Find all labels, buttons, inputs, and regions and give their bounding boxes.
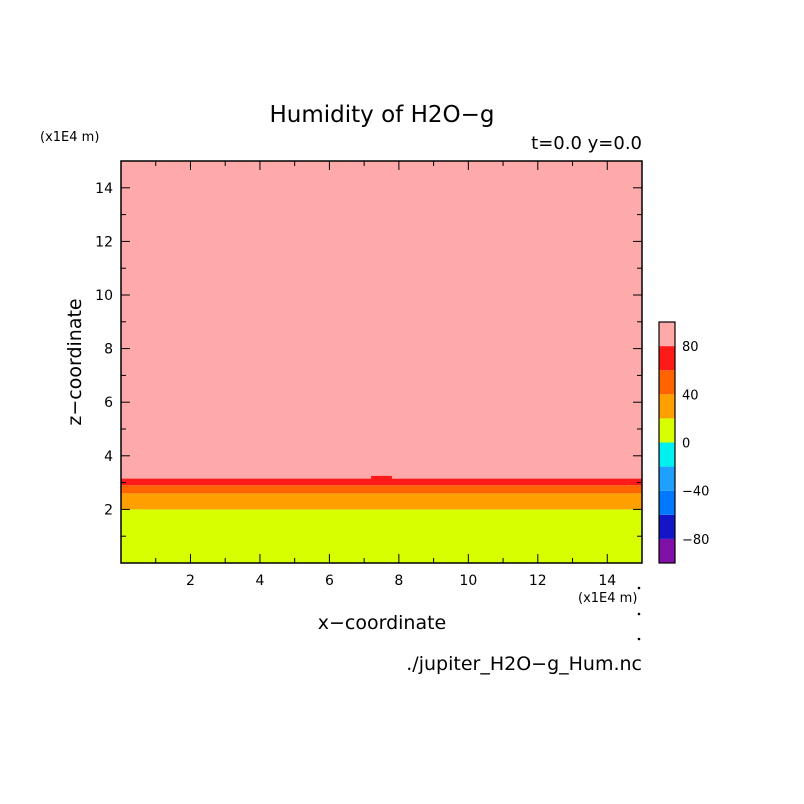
colorbar-frame — [658, 321, 676, 564]
colorbar-swatch-2 — [659, 490, 675, 515]
colorbar-tick-label: 80 — [682, 340, 699, 355]
colorbar-tick-label: −40 — [682, 485, 709, 500]
x-tick-label: 8 — [394, 573, 403, 589]
x-unit-label: (x1E4 m) — [578, 591, 637, 606]
marker-dot — [637, 637, 641, 641]
marker-dot — [637, 586, 641, 590]
plot-area — [120, 160, 643, 564]
y-tick-label: 6 — [104, 395, 113, 411]
colorbar-swatch-9 — [659, 322, 675, 347]
source-file-label: ./jupiter_H2O−g_Hum.nc — [406, 653, 642, 675]
colorbar-swatch-3 — [659, 466, 675, 491]
colorbar-swatch-6 — [659, 394, 675, 419]
x-tick-label: 2 — [186, 573, 195, 589]
y-axis: 2 4 6 8 10 12 14 — [95, 181, 642, 537]
contour-band-0 — [121, 509, 642, 563]
y-tick-label: 12 — [95, 234, 113, 250]
colorbar-tick-label: −80 — [682, 533, 709, 548]
x-axis-label: x−coordinate — [318, 612, 447, 634]
colorbar-swatch-1 — [659, 514, 675, 539]
plot-frame — [120, 160, 643, 564]
contour-band-2 — [121, 485, 642, 494]
colorbar-tick-label: 0 — [682, 437, 690, 452]
marker-dots — [637, 586, 641, 641]
y-tick-label: 4 — [104, 449, 113, 465]
x-axis: 2 4 6 8 10 12 14 — [155, 161, 616, 589]
colorbar-swatch-0 — [659, 538, 675, 563]
colorbar: −80 −40 0 40 80 — [658, 321, 709, 564]
x-tick-label: 12 — [529, 573, 547, 589]
colorbar-swatch-8 — [659, 346, 675, 371]
y-axis-label: z−coordinate — [64, 298, 86, 425]
y-tick-label: 14 — [95, 181, 113, 197]
colorbar-swatch-4 — [659, 442, 675, 467]
colorbar-swatch-5 — [659, 418, 675, 443]
y-tick-label: 8 — [104, 342, 113, 358]
marker-dot — [637, 612, 641, 616]
chart-title: Humidity of H2O−g — [270, 102, 495, 128]
colorbar-swatch-7 — [659, 370, 675, 395]
y-unit-label: (x1E4 m) — [40, 130, 99, 145]
contour-band-1 — [121, 493, 642, 510]
x-tick-label: 14 — [598, 573, 616, 589]
x-tick-label: 10 — [459, 573, 477, 589]
x-tick-label: 6 — [325, 573, 334, 589]
x-tick-label: 4 — [255, 573, 264, 589]
contour-bump — [371, 475, 392, 483]
colorbar-tick-label: 40 — [682, 388, 699, 403]
contour-band-4 — [121, 161, 642, 479]
y-tick-label: 2 — [104, 502, 113, 518]
chart-subtitle: t=0.0 y=0.0 — [531, 133, 642, 154]
y-tick-label: 10 — [95, 288, 113, 304]
